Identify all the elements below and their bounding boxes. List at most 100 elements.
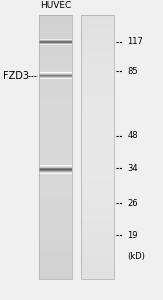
Bar <box>82 131 114 134</box>
Bar <box>82 164 114 167</box>
Bar <box>82 260 114 263</box>
Bar <box>82 233 114 237</box>
Bar <box>39 167 72 171</box>
Bar <box>82 42 114 45</box>
Bar <box>82 85 114 88</box>
Text: 19: 19 <box>127 231 138 240</box>
Bar <box>82 230 114 233</box>
Bar <box>39 118 72 121</box>
Bar <box>82 227 114 230</box>
Bar <box>82 151 114 154</box>
Bar <box>82 98 114 101</box>
Bar <box>39 19 72 22</box>
Bar <box>82 65 114 68</box>
Bar <box>82 29 114 32</box>
Bar <box>39 45 72 49</box>
Bar <box>39 72 72 75</box>
Bar <box>39 115 72 118</box>
Bar <box>82 266 114 270</box>
Bar <box>39 52 72 55</box>
Bar <box>82 22 114 26</box>
Bar <box>82 138 114 141</box>
Bar <box>39 161 72 164</box>
Bar <box>82 39 114 42</box>
Bar <box>39 171 72 174</box>
Bar <box>82 121 114 124</box>
Bar <box>39 154 72 158</box>
Bar <box>39 35 72 39</box>
Bar <box>82 124 114 128</box>
Bar <box>39 240 72 243</box>
Bar <box>82 200 114 204</box>
Bar <box>39 141 72 144</box>
Bar <box>39 26 72 29</box>
Bar <box>39 237 72 240</box>
Bar <box>82 270 114 273</box>
Bar <box>39 124 72 128</box>
Text: 85: 85 <box>127 67 138 76</box>
Text: (kD): (kD) <box>127 251 145 260</box>
Bar <box>82 68 114 72</box>
Bar <box>82 26 114 29</box>
Bar <box>82 187 114 190</box>
Bar <box>82 75 114 78</box>
Bar <box>39 243 72 247</box>
Bar <box>82 207 114 210</box>
Bar <box>82 171 114 174</box>
Bar <box>82 247 114 250</box>
Bar <box>82 144 114 148</box>
Bar <box>82 16 114 280</box>
Bar <box>82 108 114 111</box>
Bar <box>39 227 72 230</box>
Bar <box>39 233 72 237</box>
Bar <box>82 197 114 200</box>
Bar <box>39 16 72 280</box>
Bar <box>82 273 114 276</box>
Bar <box>39 214 72 217</box>
Bar <box>39 174 72 177</box>
Bar <box>39 68 72 72</box>
Text: HUVEC: HUVEC <box>40 1 71 10</box>
Bar <box>82 240 114 243</box>
Text: 48: 48 <box>127 131 138 140</box>
Bar <box>39 32 72 35</box>
Bar <box>39 39 72 42</box>
Bar <box>82 62 114 65</box>
Bar <box>82 224 114 227</box>
Bar <box>82 190 114 194</box>
Text: 34: 34 <box>127 164 138 172</box>
Bar <box>39 88 72 91</box>
Bar <box>39 95 72 98</box>
Bar <box>82 52 114 55</box>
Bar <box>39 92 72 95</box>
Bar <box>82 45 114 49</box>
Bar <box>82 92 114 95</box>
Bar <box>39 55 72 58</box>
Bar <box>82 263 114 266</box>
Bar <box>82 158 114 161</box>
Bar <box>39 263 72 266</box>
Bar <box>39 276 72 280</box>
Bar <box>82 217 114 220</box>
Bar <box>39 270 72 273</box>
Bar <box>39 230 72 233</box>
Bar <box>39 151 72 154</box>
Bar <box>39 65 72 68</box>
Bar <box>39 148 72 151</box>
Bar <box>39 131 72 134</box>
Bar <box>39 253 72 256</box>
Bar <box>82 256 114 260</box>
Bar <box>39 121 72 124</box>
Bar <box>82 88 114 91</box>
Bar <box>39 85 72 88</box>
Bar <box>39 134 72 138</box>
Bar <box>39 22 72 26</box>
Bar <box>82 35 114 39</box>
Bar <box>39 247 72 250</box>
Bar <box>82 276 114 280</box>
Bar <box>82 78 114 82</box>
Bar <box>39 260 72 263</box>
Bar <box>39 194 72 197</box>
Bar <box>39 224 72 227</box>
Bar <box>82 118 114 121</box>
